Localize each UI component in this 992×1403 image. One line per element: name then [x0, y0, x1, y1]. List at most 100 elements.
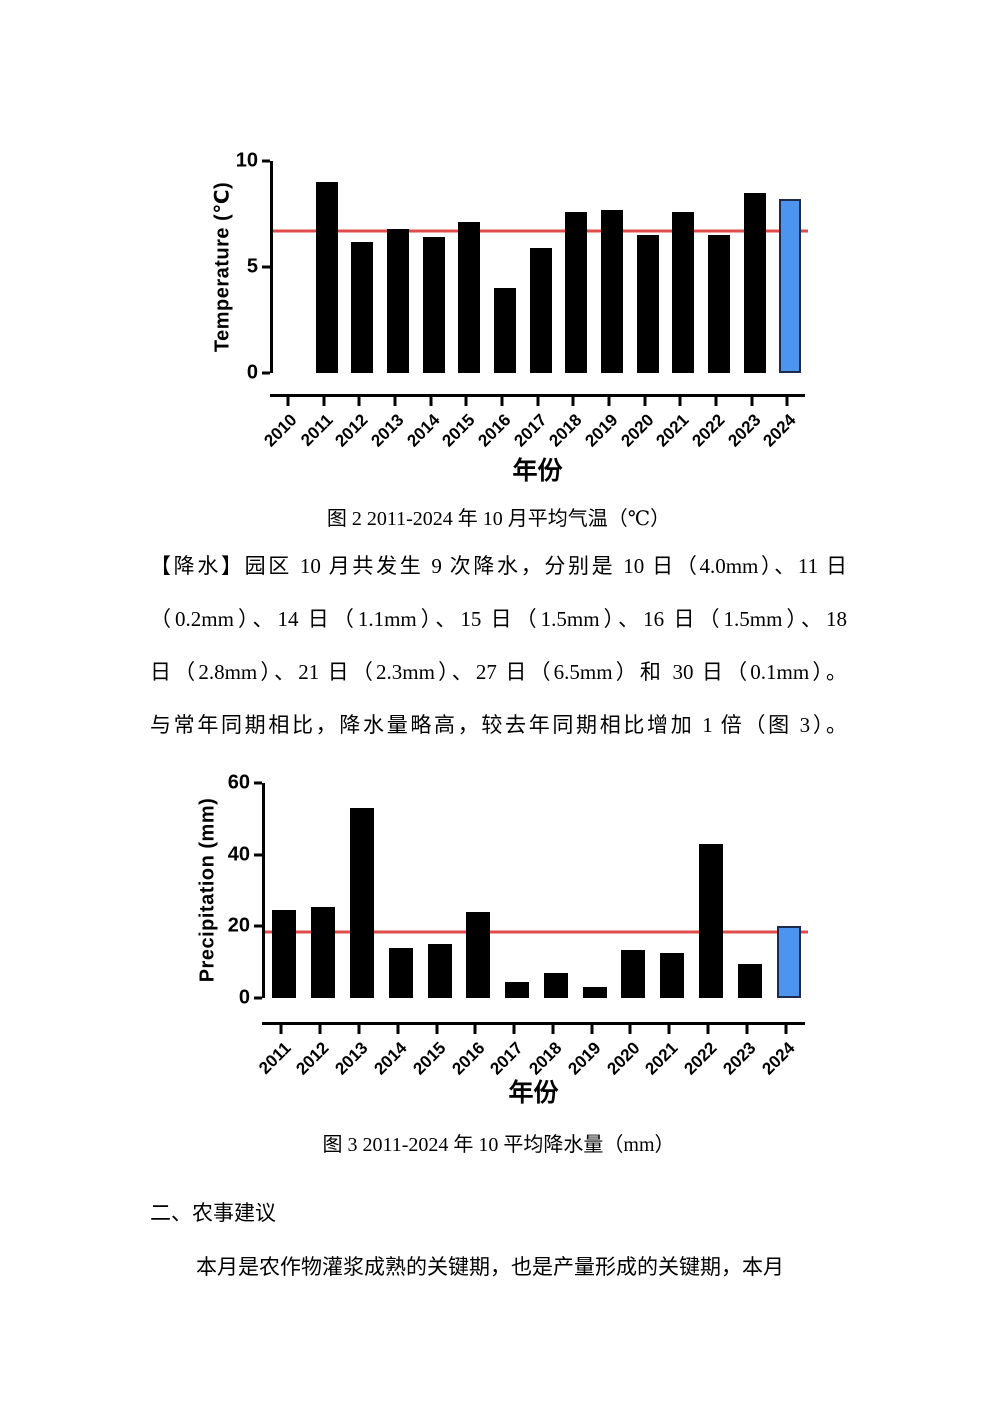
x-tick [286, 397, 290, 406]
x-tick-label-2011: 2011 [254, 1038, 295, 1078]
y-tick [254, 924, 262, 928]
x-tick [393, 397, 397, 406]
bar-2015 [427, 944, 452, 998]
bar-2013 [386, 228, 409, 373]
bar-2024-highlighted [779, 199, 802, 373]
x-tick-label-2015: 2015 [409, 1038, 450, 1079]
x-tick-label-2014: 2014 [403, 410, 444, 451]
bar-2021 [672, 211, 695, 373]
precipitation-paragraph: 【降水】园区 10 月共发生 9 次降水，分别是 10 日（4.0mm）、11 … [150, 540, 847, 752]
precipitation-x-axis: 2011 2012 2013 2014 2015 2016 2017 2018 2019 2020… [255, 1022, 805, 1078]
x-tick-label-2020: 2020 [617, 410, 658, 451]
x-tick [571, 397, 575, 406]
x-tick [435, 1025, 439, 1034]
x-tick-label-2013: 2013 [367, 410, 408, 451]
bar-2023 [737, 963, 762, 998]
x-tick-label-2015: 2015 [438, 410, 479, 451]
x-tick [279, 1025, 283, 1034]
bar-2024-highlighted [776, 926, 801, 998]
bar-2017 [505, 981, 530, 998]
y-tick-label: 0 [246, 361, 258, 384]
bar-2016 [493, 288, 516, 373]
bar-2020 [621, 949, 646, 998]
x-tick [784, 1025, 788, 1034]
paragraph-line-2: （0.2mm）、14 日（1.1mm）、15 日（1.5mm）、16 日（1.5… [150, 607, 847, 631]
bar-2018 [565, 211, 588, 373]
y-tick-label: 60 [227, 771, 250, 794]
x-tick [396, 1025, 400, 1034]
bar-2023 [743, 192, 766, 373]
bar-2022 [699, 843, 724, 998]
x-tick-label-2012: 2012 [331, 410, 372, 451]
bar-2016 [466, 912, 491, 998]
x-tick-label-2020: 2020 [603, 1038, 644, 1079]
x-tick-label-2011: 2011 [296, 410, 337, 450]
x-tick [706, 1025, 710, 1034]
average-reference-line [273, 229, 808, 233]
x-tick-label-2023: 2023 [719, 1038, 760, 1079]
x-tick [750, 397, 753, 406]
y-tick-label: 10 [235, 149, 258, 172]
x-tick [607, 397, 611, 406]
x-tick [678, 397, 682, 406]
x-tick [590, 1025, 594, 1034]
x-tick [643, 397, 646, 406]
y-tick [254, 853, 262, 857]
paragraph-line-4: 与常年同期相比，降水量略高，较去年同期相比增加 1 倍（图 3）。 [150, 713, 847, 737]
bar-2017 [529, 247, 552, 373]
x-tick [357, 397, 361, 406]
x-tick-label-2014: 2014 [370, 1038, 411, 1079]
x-tick [500, 397, 504, 406]
figure3-caption: 图 3 2011-2024 年 10 平均降水量（mm） [322, 1134, 675, 1156]
temperature-x-axis: 2010 2011 2012 2013 2014 2015 2016 2017 2018 2019… [260, 394, 805, 450]
x-tick-label-2016: 2016 [474, 410, 515, 451]
x-tick-label-2010: 2010 [260, 410, 301, 451]
x-tick-label-2021: 2021 [652, 410, 693, 451]
x-tick-label-2017: 2017 [486, 1038, 527, 1079]
figure2-caption: 图 2 2011-2024 年 10 月平均气温（℃） [326, 508, 671, 530]
x-tick-label-2012: 2012 [292, 1038, 333, 1079]
y-tick [254, 781, 262, 785]
precipitation-chart: Precipitation (mm) 0 20 40 60 2011 2012 2013 2… [150, 770, 850, 1120]
x-tick-label-2022: 2022 [688, 410, 729, 451]
precipitation-plot-area: 0 20 40 60 [228, 773, 808, 1008]
y-tick [262, 371, 270, 375]
x-tick-label-2021: 2021 [641, 1038, 682, 1079]
x-tick [357, 1025, 361, 1034]
x-tick-label-2018: 2018 [525, 1038, 566, 1079]
average-reference-line [265, 930, 808, 934]
precipitation-x-axis-title: 年份 [508, 1079, 559, 1107]
x-tick [512, 1025, 516, 1034]
bar-2015 [458, 222, 481, 373]
advice-paragraph: 本月是农作物灌浆成熟的关键期，也是产量形成的关键期，本月 [196, 1255, 784, 1279]
x-tick-label-2016: 2016 [447, 1038, 489, 1079]
x-tick-label-2019: 2019 [581, 410, 622, 451]
temperature-plot-area: 0 5 10 [236, 151, 808, 383]
bar-2020 [636, 235, 659, 373]
y-tick-label: 40 [227, 843, 250, 866]
x-tick [667, 1025, 671, 1034]
y-tick-label: 0 [238, 986, 250, 1009]
x-tick [714, 397, 718, 406]
x-tick-label-2019: 2019 [564, 1038, 605, 1079]
precipitation-y-axis-title: Precipitation (mm) [196, 797, 219, 983]
bar-2013 [349, 808, 374, 998]
x-tick [322, 397, 325, 406]
paragraph-line-1: 【降水】园区 10 月共发生 9 次降水，分别是 10 日（4.0mm）、11 … [150, 554, 847, 578]
bar-2019 [582, 987, 607, 998]
paragraph-line-3: 日（2.8mm）、21 日（2.3mm）、27 日（6.5mm）和 30 日（0… [150, 660, 847, 684]
x-tick [473, 1025, 477, 1034]
x-tick-label-2018: 2018 [545, 410, 586, 451]
x-tick [628, 1025, 632, 1034]
bar-2021 [660, 953, 685, 998]
y-tick [262, 159, 270, 163]
y-tick [262, 265, 270, 269]
bar-2018 [543, 972, 568, 998]
x-tick-label-2023: 2023 [724, 410, 765, 451]
bar-2014 [422, 237, 445, 373]
section-heading: 二、农事建议 [150, 1201, 276, 1225]
temperature-y-axis-title: Temperature (℃) [211, 181, 234, 353]
temperature-chart: Temperature (℃) 0 5 10 2010 2011 2012 2013 201… [150, 148, 850, 493]
bar-2012 [351, 241, 374, 373]
y-tick-label: 20 [227, 914, 250, 937]
